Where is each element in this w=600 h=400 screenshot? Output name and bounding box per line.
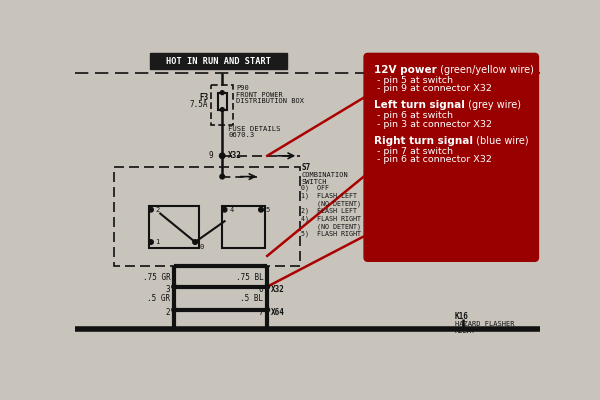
FancyBboxPatch shape [364, 53, 538, 261]
Circle shape [259, 207, 263, 212]
Text: FRONT POWER: FRONT POWER [236, 92, 283, 98]
Text: HAZARD FLASHER: HAZARD FLASHER [455, 321, 514, 327]
Text: - pin 6 at connector X32: - pin 6 at connector X32 [374, 155, 492, 164]
Text: - pin 7 at switch: - pin 7 at switch [374, 146, 453, 156]
Text: 12V power: 12V power [374, 65, 437, 75]
Text: 1: 1 [155, 239, 160, 245]
Text: (NO DETENT): (NO DETENT) [301, 200, 361, 206]
Bar [218, 93, 227, 110]
Text: 0: 0 [200, 244, 204, 250]
FancyBboxPatch shape [150, 53, 287, 69]
Text: 5)  FLASH RIGHT: 5) FLASH RIGHT [301, 231, 361, 237]
Text: 4)  FLASH RIGHT: 4) FLASH RIGHT [301, 216, 361, 222]
Text: Left turn signal: Left turn signal [374, 100, 465, 110]
Text: (grey wire): (grey wire) [465, 100, 521, 110]
Circle shape [265, 284, 269, 289]
Circle shape [220, 153, 225, 158]
Text: 7.5A: 7.5A [190, 100, 208, 109]
Text: 5: 5 [266, 207, 270, 213]
Circle shape [265, 308, 269, 312]
Text: S7: S7 [301, 164, 311, 172]
Text: K16: K16 [455, 312, 469, 321]
Text: Right turn signal: Right turn signal [374, 136, 473, 146]
Bar [211, 85, 233, 125]
Text: 2: 2 [155, 207, 160, 213]
Text: 2: 2 [166, 308, 170, 317]
Circle shape [220, 91, 224, 94]
Text: .75 GR: .75 GR [143, 273, 170, 282]
Text: .5 GR: .5 GR [147, 294, 170, 303]
Text: 0)  OFF: 0) OFF [301, 185, 329, 191]
Circle shape [193, 240, 197, 244]
Text: (blue wire): (blue wire) [473, 136, 529, 146]
Text: (NO DETENT): (NO DETENT) [301, 223, 361, 230]
Text: P90: P90 [236, 84, 249, 90]
Text: - pin 3 at connector X32: - pin 3 at connector X32 [374, 120, 492, 129]
Circle shape [220, 174, 224, 179]
Text: .75 BL: .75 BL [236, 273, 263, 282]
Text: - pin 9 at connector X32: - pin 9 at connector X32 [374, 84, 492, 93]
Text: - pin 6 at switch: - pin 6 at switch [374, 111, 453, 120]
Text: 4: 4 [229, 207, 233, 213]
Circle shape [222, 207, 227, 212]
Text: 3: 3 [166, 284, 170, 294]
Bar [114, 167, 300, 266]
Circle shape [149, 240, 153, 244]
Text: X32: X32 [271, 284, 285, 294]
Circle shape [220, 108, 224, 112]
Bar [149, 206, 199, 248]
Text: 9: 9 [208, 150, 213, 160]
Text: X64: X64 [271, 308, 285, 317]
Text: - pin 5 at switch: - pin 5 at switch [374, 76, 453, 85]
Text: DISTRIBUTION BOX: DISTRIBUTION BOX [236, 98, 304, 104]
Text: 0670.3: 0670.3 [229, 132, 255, 138]
Circle shape [149, 207, 153, 212]
Text: 2)  FLASH LEFT: 2) FLASH LEFT [301, 208, 358, 214]
Text: FUSE DETAILS: FUSE DETAILS [229, 126, 281, 132]
Text: COMBINATION: COMBINATION [301, 172, 348, 178]
Text: F3: F3 [199, 93, 208, 102]
Text: 6: 6 [259, 284, 263, 294]
Text: HOT IN RUN AND START: HOT IN RUN AND START [166, 57, 271, 66]
Circle shape [172, 284, 176, 289]
Circle shape [172, 308, 176, 312]
Text: 1)  FLASH LEFT: 1) FLASH LEFT [301, 192, 358, 199]
Bar [222, 206, 265, 248]
Text: (green/yellow wire): (green/yellow wire) [437, 65, 534, 75]
Text: 7: 7 [259, 308, 263, 317]
Text: X32: X32 [227, 150, 242, 160]
Text: RELAY: RELAY [455, 328, 476, 334]
Text: SWITCH: SWITCH [301, 178, 327, 184]
Text: .5 BL: .5 BL [240, 294, 263, 303]
